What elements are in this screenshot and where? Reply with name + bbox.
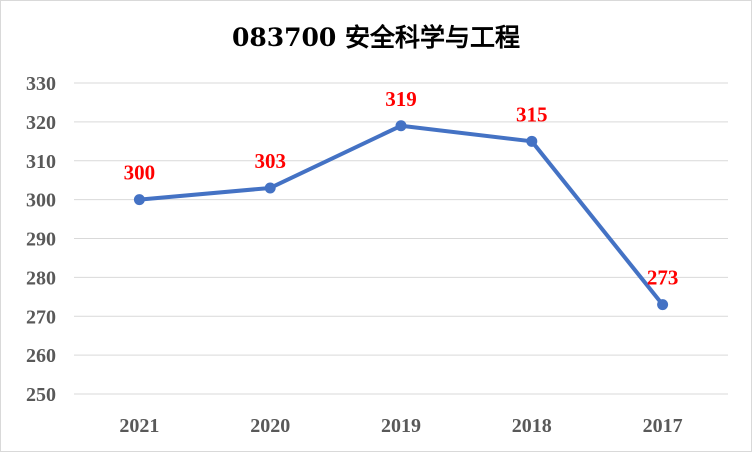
data-label: 315 (516, 102, 548, 126)
series-line (133, 120, 669, 311)
y-tick-label: 300 (26, 190, 56, 212)
chart-title: 083700 安全科学与工程 (231, 23, 521, 52)
x-tick-label: 2017 (643, 415, 683, 437)
data-point (264, 182, 276, 194)
data-label: 300 (124, 161, 156, 185)
data-label: 319 (385, 87, 417, 111)
data-point (395, 120, 407, 132)
x-tick-label: 2019 (381, 415, 421, 437)
data-label: 303 (254, 149, 286, 173)
y-tick-label: 290 (26, 229, 56, 251)
y-tick-label: 280 (26, 267, 56, 289)
y-tick-label: 320 (26, 112, 56, 134)
y-tick-label: 330 (26, 73, 56, 95)
gridlines (74, 82, 728, 395)
data-point (657, 299, 669, 311)
data-label: 273 (647, 266, 679, 290)
x-tick-label: 2018 (512, 415, 552, 437)
y-tick-label: 270 (26, 306, 56, 328)
data-point (526, 135, 538, 147)
y-tick-label: 260 (26, 345, 56, 367)
data-labels: 300 303 319 315 273 (124, 87, 679, 290)
x-tick-label: 2020 (250, 415, 290, 437)
y-tick-label: 310 (26, 151, 56, 173)
y-axis-ticks: 250 260 270 280 290 300 310 320 330 (26, 73, 56, 406)
x-axis-ticks: 2021 2020 2019 2018 2017 (119, 415, 682, 437)
data-point (133, 194, 145, 206)
y-tick-label: 250 (26, 384, 56, 406)
x-tick-label: 2021 (119, 415, 159, 437)
